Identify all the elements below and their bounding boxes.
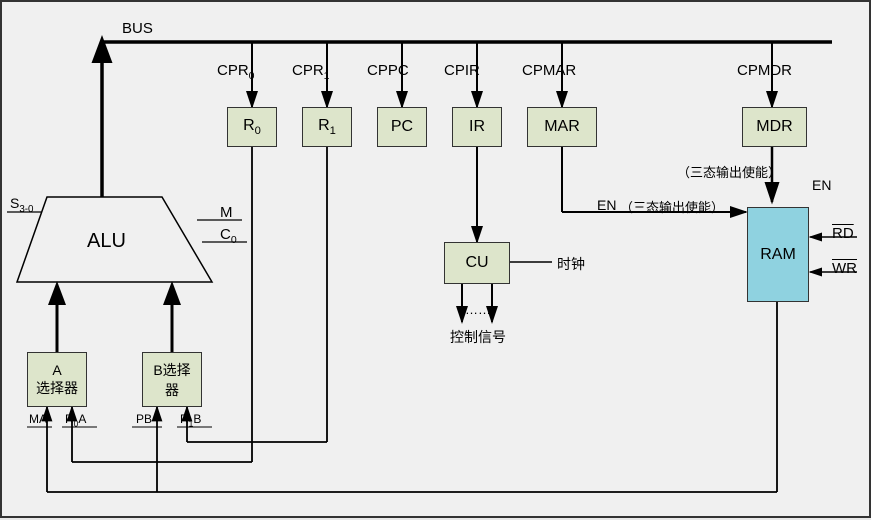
label-r1b: R1B xyxy=(180,412,201,428)
sig-cpmdr: CPMDR xyxy=(737,62,792,79)
diagram-canvas: BUS CPR0 CPR1 CPPC CPIR CPMAR CPMDR R0 R… xyxy=(0,0,871,518)
bus-label: BUS xyxy=(122,20,153,37)
bsel-line2: 器 xyxy=(165,380,179,400)
label-pb: PB xyxy=(136,412,152,426)
label-rd: RD xyxy=(832,225,854,242)
label-c0: C0 xyxy=(220,226,237,246)
block-mdr: MDR xyxy=(742,107,807,147)
sig-cpmar: CPMAR xyxy=(522,62,576,79)
block-alu: ALU xyxy=(87,230,126,253)
label-m: M xyxy=(220,204,233,221)
label-r0a: R0A xyxy=(65,412,86,428)
label-ma: MA xyxy=(29,412,47,426)
sig-cppc: CPPC xyxy=(367,62,409,79)
asel-line2: 选择器 xyxy=(36,378,78,398)
sig-cpir: CPIR xyxy=(444,62,480,79)
asel-line1: A xyxy=(52,362,61,378)
wiring-layer xyxy=(2,2,871,520)
label-ctrl-sig: 控制信号 xyxy=(450,327,506,347)
label-wr: WR xyxy=(832,260,857,277)
label-tristate2: （三态输出使能） xyxy=(620,197,724,216)
block-cu: CU xyxy=(444,242,510,284)
label-en2: EN xyxy=(597,197,616,213)
sig-cpr0: CPR0 xyxy=(217,62,255,82)
block-a-selector: A 选择器 xyxy=(27,352,87,407)
block-ram: RAM xyxy=(747,207,809,302)
label-tristate1: （三态输出使能） xyxy=(677,162,781,181)
block-r1: R1 xyxy=(302,107,352,147)
sig-cpr1: CPR1 xyxy=(292,62,330,82)
label-dots: …… xyxy=(465,302,491,317)
label-en1: EN xyxy=(812,177,831,193)
block-pc: PC xyxy=(377,107,427,147)
bsel-line1: B选择 xyxy=(153,360,190,380)
block-r0: R0 xyxy=(227,107,277,147)
block-ir: IR xyxy=(452,107,502,147)
block-mar: MAR xyxy=(527,107,597,147)
label-clock: 时钟 xyxy=(557,254,585,274)
label-s30: S3-0 xyxy=(10,195,34,215)
block-b-selector: B选择 器 xyxy=(142,352,202,407)
